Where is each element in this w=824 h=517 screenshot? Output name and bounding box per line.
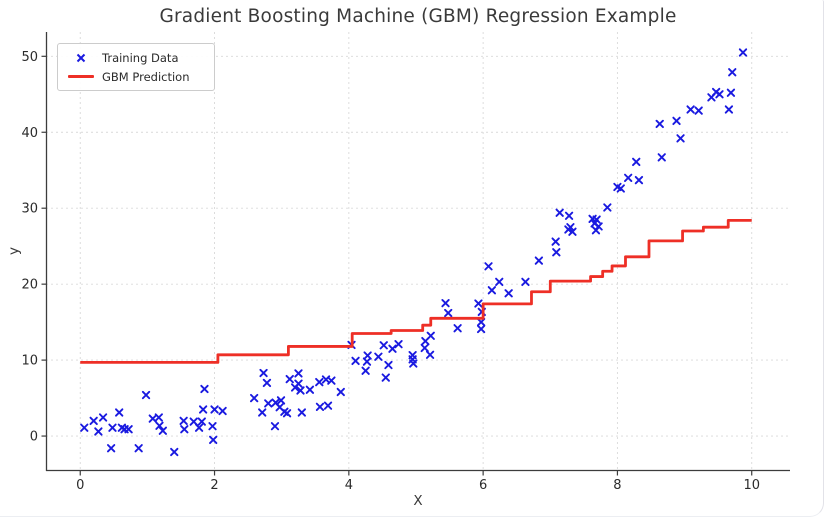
x-marker-icon	[66, 52, 96, 64]
y-axis-label: y	[6, 247, 22, 255]
legend-box: Training Data GBM Prediction	[57, 43, 215, 91]
x-axis-label: X	[413, 493, 423, 509]
chart-title: Gradient Boosting Machine (GBM) Regressi…	[159, 6, 677, 27]
svg-text:6: 6	[479, 478, 487, 493]
svg-text:0: 0	[30, 430, 38, 445]
svg-text:4: 4	[345, 478, 353, 493]
legend-item-gbm-prediction: GBM Prediction	[66, 67, 208, 86]
svg-text:30: 30	[21, 202, 38, 217]
svg-text:50: 50	[21, 50, 38, 65]
legend-label: Training Data	[102, 50, 179, 65]
svg-text:10: 10	[743, 478, 760, 493]
legend-label: GBM Prediction	[102, 69, 190, 84]
svg-text:0: 0	[76, 478, 84, 493]
legend-item-training-data: Training Data	[66, 48, 208, 67]
svg-text:2: 2	[210, 478, 218, 493]
svg-text:20: 20	[21, 278, 38, 293]
svg-text:8: 8	[613, 478, 621, 493]
line-marker-icon	[66, 75, 96, 78]
svg-text:10: 10	[21, 354, 38, 369]
svg-text:40: 40	[21, 126, 38, 141]
